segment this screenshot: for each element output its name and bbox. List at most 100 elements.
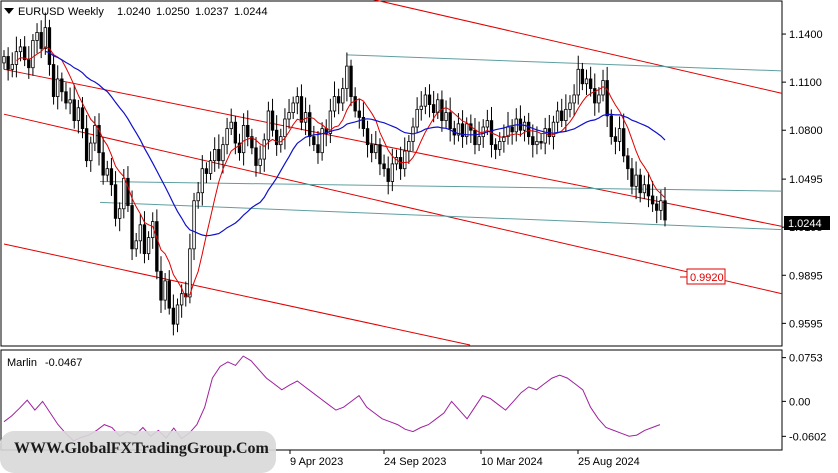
indicator-name: Marlin [7, 357, 37, 369]
target-tag: 0.9920 [690, 272, 724, 284]
slow-ma-line [45, 50, 666, 237]
candle-body [526, 121, 531, 138]
candle-body [22, 46, 27, 61]
candle-body [502, 136, 506, 142]
candle-body [237, 142, 242, 154]
candle-body [626, 155, 630, 170]
osc-tick-label: 0.00 [789, 396, 810, 408]
candle-body [303, 112, 308, 123]
candle-body [419, 105, 423, 110]
candle-body [47, 27, 52, 65]
candle-body [134, 240, 138, 250]
date-tick-label: 9 Apr 2023 [290, 456, 343, 468]
candle-body [250, 136, 254, 149]
candle-body [312, 136, 316, 146]
candle-body [316, 144, 320, 154]
candle-body [258, 158, 262, 166]
price-tick-label: 1.0495 [789, 174, 823, 186]
candle-body [655, 203, 659, 211]
candle-body [130, 205, 134, 250]
candle-body [213, 149, 217, 162]
candle-body [593, 88, 597, 104]
candle-body [642, 184, 647, 194]
candle-body [27, 59, 31, 69]
candle-body [171, 307, 176, 325]
candle-body [332, 96, 337, 112]
candle-body [382, 163, 386, 170]
axis-layer: 1.14001.11001.08001.04951.01950.98950.95… [289, 29, 826, 468]
candle-body [159, 270, 163, 301]
candle-body [555, 110, 560, 123]
indicator-plot-layer [3, 355, 661, 442]
candle-body [531, 136, 535, 146]
candle-body [93, 125, 97, 144]
header-symbol: EURUSD [18, 6, 65, 18]
candle-body [659, 200, 663, 211]
candle-body [427, 94, 432, 105]
candle-body [353, 96, 357, 112]
candle-body [142, 224, 147, 255]
candle-body [336, 96, 341, 104]
candle-body [262, 139, 266, 160]
channel-line [373, 0, 783, 94]
candle-body [568, 102, 572, 110]
candle-body [192, 200, 196, 250]
candle-body [617, 128, 622, 142]
header-timeframe: Weekly [68, 6, 104, 18]
candle-body [341, 88, 345, 104]
candle-body [646, 184, 651, 197]
candle-body [217, 149, 221, 162]
candle-body [18, 46, 23, 53]
candle-body [283, 118, 287, 138]
main-panel-border [0, 0, 783, 347]
candle-body [543, 128, 547, 144]
candle-body [6, 56, 10, 70]
osc-tick-label: -0.0602 [789, 431, 826, 443]
candle-body [84, 128, 89, 162]
candle-body [431, 104, 436, 113]
candle-body [448, 112, 452, 130]
candle-body [510, 126, 514, 133]
dropdown-arrow-icon[interactable] [4, 8, 14, 14]
candle-body [60, 78, 64, 93]
candle-body [403, 150, 407, 170]
candle-body [72, 99, 76, 122]
candle-body [605, 80, 609, 117]
candle-body [167, 280, 171, 309]
candle-body [270, 110, 275, 131]
watermark-background [0, 431, 276, 473]
candle-body [580, 68, 585, 85]
candle-body [274, 129, 279, 146]
candle-body [122, 177, 126, 210]
candle-body [51, 64, 56, 97]
current-price-tag: 1.0244 [788, 218, 822, 230]
candle-body [634, 174, 638, 187]
candle-body [126, 177, 130, 206]
candle-body [374, 144, 378, 154]
candle-body [35, 32, 39, 41]
candle-body [175, 304, 180, 325]
candle-body [308, 112, 312, 138]
candle-body [97, 125, 101, 154]
candle-body [357, 110, 361, 118]
candle-body [89, 142, 93, 162]
price-tick-label: 0.9595 [789, 318, 823, 330]
candle-body [10, 64, 14, 70]
candle-body [365, 128, 370, 146]
candle-body [328, 110, 333, 134]
candle-body [663, 200, 667, 221]
candle-body [204, 168, 209, 174]
candle-body [14, 51, 19, 65]
candle-body [221, 144, 225, 162]
candle-body [407, 141, 411, 152]
candle-body [31, 40, 35, 69]
candle-body [266, 110, 271, 141]
candle-body [349, 65, 353, 97]
candle-body [64, 91, 68, 104]
indicator-value: -0.0467 [45, 357, 82, 369]
candle-body [378, 144, 382, 165]
header-low: 1.0237 [195, 6, 229, 18]
candle-body [80, 107, 85, 130]
current-price-tag-bg [784, 216, 830, 230]
